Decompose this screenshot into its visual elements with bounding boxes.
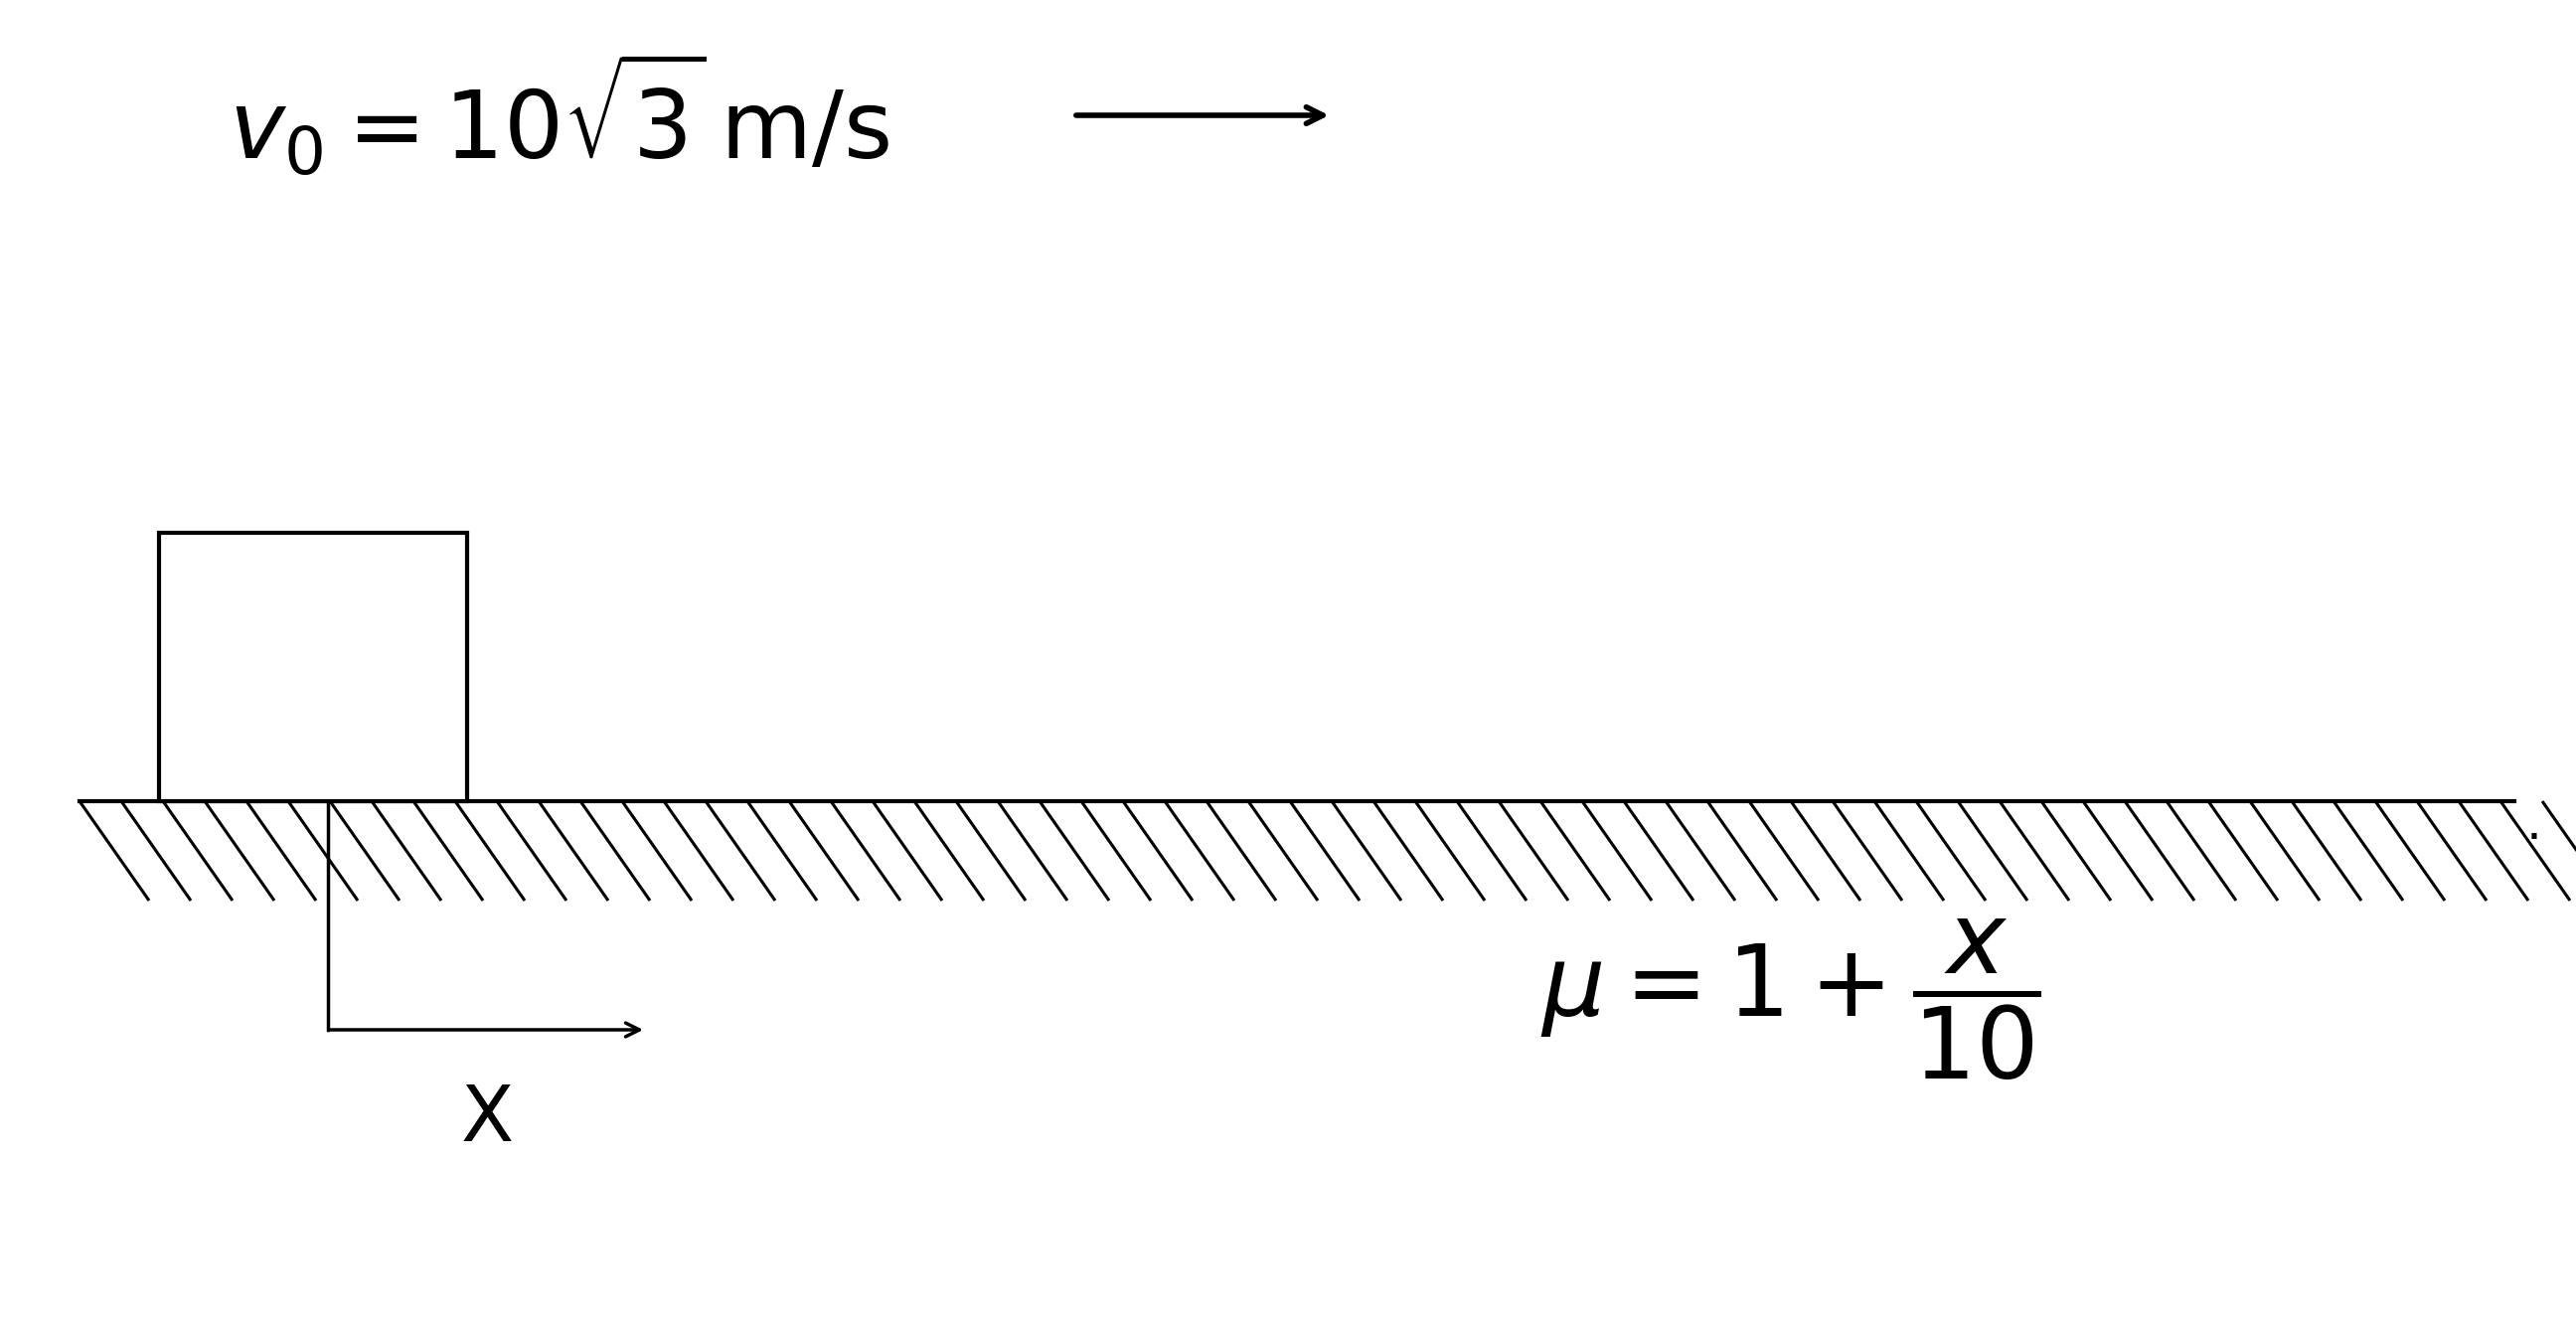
Text: $v_0 = 10\sqrt{3}\,\mathrm{m/s}$: $v_0 = 10\sqrt{3}\,\mathrm{m/s}$ xyxy=(229,52,889,179)
Text: X: X xyxy=(461,1081,513,1157)
Text: .: . xyxy=(2527,801,2543,849)
Bar xyxy=(160,533,466,801)
Text: $\mu = 1 + \dfrac{x}{10}$: $\mu = 1 + \dfrac{x}{10}$ xyxy=(1540,918,2040,1082)
